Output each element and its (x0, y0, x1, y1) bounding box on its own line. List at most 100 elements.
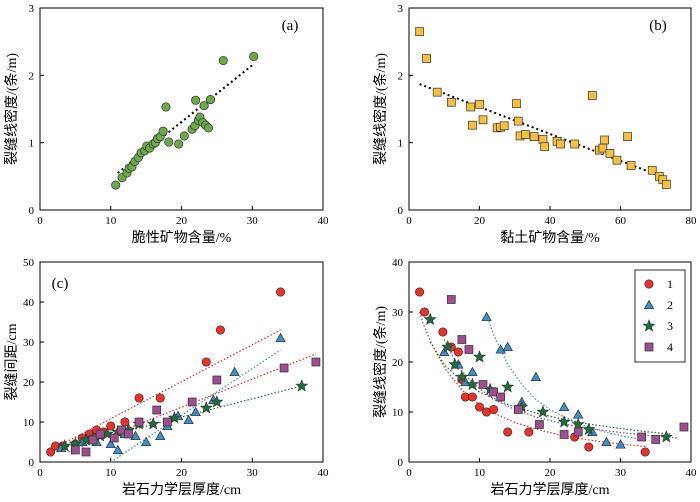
data-point (558, 401, 570, 412)
data-point (530, 371, 542, 382)
data-point (481, 311, 492, 322)
data-point (423, 312, 437, 326)
data-point (474, 402, 485, 412)
y-tick-label: 10 (392, 407, 404, 419)
data-point (155, 393, 165, 403)
data-point (529, 132, 539, 141)
data-point (466, 102, 476, 112)
data-point (179, 131, 189, 141)
y-tick-label: 10 (23, 417, 35, 429)
data-point (489, 404, 499, 415)
data-point (438, 327, 448, 337)
panel-2: 0 20 40 60 80 0 1 2 3 黏土矿物含量/% 裂缝线密度/(条/m) (b) (372, 3, 697, 246)
data-point (499, 121, 509, 131)
y-tick-label: 40 (392, 257, 404, 269)
data-point (513, 116, 523, 126)
data-point (536, 405, 550, 418)
legend-label-3: 3 (667, 319, 673, 333)
data-point (651, 435, 661, 444)
data-point (446, 295, 456, 304)
trendline-series-3 (429, 341, 670, 435)
y-tick-label: 0 (398, 457, 404, 469)
x-tick-label: 40 (318, 215, 330, 227)
data-point (570, 139, 580, 149)
data-point (140, 436, 152, 447)
data-point (215, 325, 225, 335)
y-axis-label: 裂缝线密度/(条/m) (3, 53, 20, 165)
data-point (512, 99, 521, 108)
x-axis-label: 岩石力学层厚度/cm (122, 482, 241, 498)
legend-label-4: 4 (667, 340, 673, 354)
data-point (58, 439, 72, 452)
data-point (601, 436, 612, 447)
data-point (109, 433, 119, 443)
data-point (81, 447, 91, 457)
series-2 (439, 311, 626, 449)
data-point (600, 135, 609, 145)
data-point (199, 101, 209, 111)
data-point (201, 357, 211, 367)
data-point (467, 366, 478, 377)
trendline (117, 64, 253, 174)
data-point (95, 429, 105, 439)
data-point (134, 393, 144, 403)
data-point (249, 51, 259, 62)
data-point (605, 149, 615, 158)
data-point (489, 387, 498, 397)
data-point (659, 430, 673, 443)
data-point (446, 97, 456, 107)
data-point (679, 422, 689, 432)
data-point (475, 99, 484, 109)
data-point (415, 287, 425, 297)
data-point (279, 363, 289, 373)
data-point (275, 287, 286, 297)
data-point (587, 91, 597, 100)
data-point (88, 435, 98, 445)
data-point (457, 335, 467, 344)
data-point (473, 350, 486, 363)
y-tick-label: 20 (392, 357, 404, 369)
legend-marker-4 (644, 342, 654, 352)
data-point (556, 139, 565, 149)
data-point (205, 95, 216, 105)
data-point (111, 180, 121, 190)
data-point (441, 340, 455, 353)
data-point (229, 366, 240, 377)
y-tick-label: 1 (29, 138, 35, 150)
data-point (465, 377, 479, 391)
data-point (557, 415, 571, 428)
data-point (311, 357, 321, 367)
data-point (191, 95, 201, 105)
trendline (419, 83, 667, 180)
data-point (187, 397, 197, 407)
x-axis-label: 脆性矿物含量/% (132, 229, 232, 246)
data-point (559, 430, 569, 439)
y-axis-label: 裂缝线密度/(条/m) (372, 53, 389, 165)
data-point (623, 132, 632, 141)
x-tick-label: 20 (176, 467, 188, 479)
data-point (478, 115, 488, 125)
data-point (210, 395, 224, 408)
x-tick-label: 20 (474, 215, 486, 227)
data-point (174, 139, 184, 149)
panel-label: (b) (649, 18, 667, 34)
data-point (71, 445, 80, 455)
data-point (637, 432, 647, 442)
data-point (275, 332, 286, 343)
y-tick-label: 2 (29, 70, 35, 82)
series-4 (446, 295, 689, 444)
data-point (212, 375, 222, 385)
data-point (155, 430, 166, 441)
x-tick-label: 80 (686, 215, 698, 227)
data-point (584, 442, 594, 452)
data-point (167, 411, 181, 424)
y-tick-label: 0 (398, 205, 404, 217)
data-point (218, 55, 228, 66)
data-point (573, 427, 583, 437)
data-point (124, 429, 133, 439)
data-point (538, 134, 548, 144)
panel-4: 010203040010203040岩石力学层厚度/cm裂缝线密度/(条/m)(… (372, 257, 697, 498)
data-point (503, 427, 513, 437)
y-tick-label: 1 (398, 138, 404, 150)
